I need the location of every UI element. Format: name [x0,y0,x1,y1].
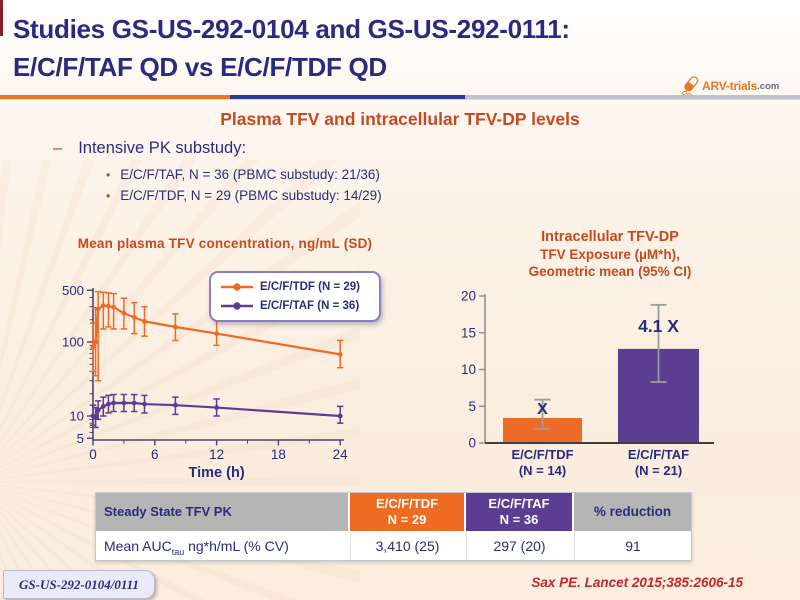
svg-text:0: 0 [89,447,97,462]
bar-chart-title-line3: Geometric mean (95% CI) [528,264,692,279]
slide-subtitle: Plasma TFV and intracellular TFV-DP leve… [220,109,580,129]
svg-text:24: 24 [333,447,349,462]
svg-text:E/C/F/TAF: E/C/F/TAF [628,447,689,462]
slide-title-line1: Studies GS-US-292-0104 and GS-US-292-011… [13,14,570,44]
svg-text:100: 100 [62,335,84,350]
svg-text:18: 18 [271,447,286,462]
table-header-pct-reduction: % reduction [574,493,691,531]
divider-underline [0,99,800,100]
study-id-badge: GS-US-292-0104/0111 [3,570,155,599]
table-cell-reduction-value: 91 [574,533,691,560]
table-header-ecftaf: E/C/F/TAF N = 36 [466,493,572,531]
bullet-main-text: Intensive PK substudy: [78,139,247,157]
pk-summary-table: Steady State TFV PK E/C/F/TDF N = 29 E/C… [95,492,692,561]
svg-text:X: X [537,401,548,418]
logo-tld-text: .com [757,80,780,92]
slide-title-line2: E/C/F/TAF QD vs E/C/F/TDF QD [13,52,387,82]
svg-text:5: 5 [468,399,476,414]
legend-label-tdf: E/C/F/TDF (N = 29) [260,280,360,293]
table-header-ecftdf: E/C/F/TDF N = 29 [350,493,464,531]
plasma-tfv-line-chart: 500 100 10 50 6 12 18 24 Time (h) [62,283,349,481]
bullet-ecftaf-text: E/C/F/TAF, N = 36 (PBMC substudy: 21/36) [120,167,380,182]
svg-text:20: 20 [461,289,476,304]
table-cell-auc-label: Mean AUCtau ng*h/mL (% CV) [96,533,348,560]
svg-text:4.1 X: 4.1 X [638,316,679,336]
bar-chart-title-line2: TFV Exposure (µM*h), [540,247,680,262]
table-cell-taf-value: 297 (20) [466,533,572,560]
chart-legend: E/C/F/TDF (N = 29) E/C/F/TAF (N = 36) [209,271,381,322]
bar-chart-title-line1: Intracellular TFV-DP [541,229,679,245]
svg-text:(N = 21): (N = 21) [635,463,682,478]
intracellular-tfvdp-bar-chart: 0 5 10 15 20 X E/C/F/TDF(N = 14) 4.1 X E/C/F/TAF… [461,289,714,478]
line-chart-title: Mean plasma TFV concentration, ng/mL (SD… [77,236,373,251]
svg-text:15: 15 [461,325,476,340]
legend-swatch-taf [221,301,253,310]
logo-brand-text: ARV-trials [702,79,758,93]
bullet-ecftdf: • E/C/F/TDF, N = 29 (PBMC substudy: 14/29… [106,188,382,203]
bullet-ecftaf: • E/C/F/TAF, N = 36 (PBMC substudy: 21/36… [106,167,380,182]
svg-text:(N = 14): (N = 14) [519,463,566,478]
svg-text:5: 5 [77,431,84,446]
divider-silver-segment [465,95,800,99]
legend-label-taf: E/C/F/TAF (N = 36) [260,299,360,312]
bar-chart-title: Intracellular TFV-DP TFV Exposure (µM*h)… [450,229,770,280]
svg-text:10: 10 [461,362,476,377]
svg-text:12: 12 [209,447,224,462]
bullet-dash: – [53,139,63,157]
divider-orange-segment [0,95,230,99]
bullet-intensive-pk: – Intensive PK substudy: [53,139,246,158]
svg-text:Time (h): Time (h) [189,465,245,481]
corner-accent [0,0,3,36]
bullet-dot: • [106,189,111,203]
legend-swatch-tdf [221,282,253,291]
svg-text:0: 0 [468,436,476,451]
svg-text:6: 6 [151,447,159,462]
legend-entry-tdf: E/C/F/TDF (N = 29) [219,277,371,296]
slide-title: Studies GS-US-292-0104 and GS-US-292-011… [13,10,713,86]
divider-blue-segment [230,95,465,99]
source-citation: Sax PE. Lancet 2015;385:2606-15 [531,575,743,590]
bullet-dot: • [106,168,111,182]
table-cell-tdf-value: 3,410 (25) [350,533,464,560]
legend-entry-taf: E/C/F/TAF (N = 36) [219,296,371,315]
table-header-steady-state: Steady State TFV PK [96,493,348,531]
svg-text:E/C/F/TDF: E/C/F/TDF [511,447,573,462]
bullet-ecftdf-text: E/C/F/TDF, N = 29 (PBMC substudy: 14/29) [120,188,382,203]
svg-text:10: 10 [69,409,84,424]
svg-text:500: 500 [62,283,84,298]
